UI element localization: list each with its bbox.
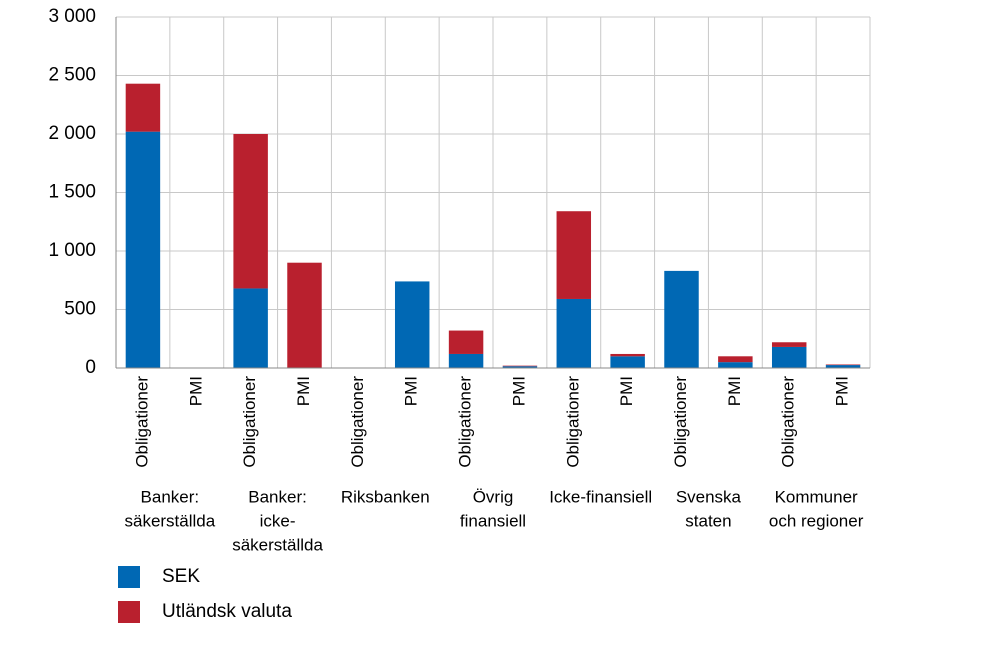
bar-segment bbox=[771, 346, 807, 368]
x-tick-label: PMI bbox=[617, 376, 636, 406]
bar-segment bbox=[233, 288, 268, 368]
bar-segment bbox=[825, 365, 861, 368]
bar-segment bbox=[502, 366, 538, 368]
y-tick-label: 1 000 bbox=[48, 240, 96, 261]
y-tick-label: 1 500 bbox=[48, 182, 96, 203]
group-label: och regioner bbox=[769, 511, 864, 530]
y-tick-label: 2 500 bbox=[48, 65, 96, 86]
group-label: säkerställda bbox=[232, 535, 323, 554]
group-label: Kommuner bbox=[775, 487, 858, 506]
group-label: Banker: bbox=[248, 487, 307, 506]
x-tick-label: Obligationer bbox=[456, 376, 475, 468]
group-label: finansiell bbox=[460, 511, 526, 530]
x-tick-label: PMI bbox=[186, 376, 205, 406]
x-tick-label: Obligationer bbox=[132, 376, 151, 468]
x-tick-label: Obligationer bbox=[779, 376, 798, 468]
bar-segment bbox=[664, 270, 699, 368]
bar-segment bbox=[448, 330, 484, 354]
group-label: icke- bbox=[260, 511, 296, 530]
y-tick-label: 500 bbox=[64, 299, 96, 320]
bar-segment bbox=[233, 134, 268, 289]
legend-swatch bbox=[118, 566, 140, 588]
x-tick-label: Obligationer bbox=[671, 376, 690, 468]
bar-segment bbox=[502, 365, 538, 367]
y-tick-label: 2 000 bbox=[48, 123, 96, 144]
x-tick-label: Obligationer bbox=[348, 376, 367, 468]
bar-segment bbox=[718, 362, 753, 368]
bar-segment bbox=[825, 364, 861, 366]
x-tick-label: Obligationer bbox=[240, 376, 259, 468]
bar-segment bbox=[610, 353, 645, 357]
group-label: Banker: bbox=[141, 487, 200, 506]
bar-segment bbox=[394, 281, 430, 368]
y-tick-label: 3 000 bbox=[48, 6, 96, 27]
bar-segment bbox=[125, 83, 161, 132]
x-tick-label: PMI bbox=[725, 376, 744, 406]
group-label: Icke-finansiell bbox=[549, 487, 652, 506]
y-tick-label: 0 bbox=[85, 357, 96, 378]
bar-segment bbox=[287, 262, 322, 368]
bar-segment bbox=[125, 131, 161, 368]
bar-segment bbox=[610, 356, 645, 368]
x-tick-label: PMI bbox=[294, 376, 313, 406]
x-tick-label: PMI bbox=[833, 376, 852, 406]
group-label: Svenska bbox=[676, 487, 742, 506]
x-tick-label: Obligationer bbox=[563, 376, 582, 468]
legend-label: Utländsk valuta bbox=[162, 601, 292, 622]
group-label: säkerställda bbox=[124, 511, 215, 530]
legend-swatch bbox=[118, 601, 140, 623]
bar-segment bbox=[718, 356, 753, 363]
x-tick-label: PMI bbox=[402, 376, 421, 406]
legend-label: SEK bbox=[162, 566, 200, 587]
bar-segment bbox=[448, 353, 484, 368]
x-tick-label: PMI bbox=[509, 376, 528, 406]
bar-segment bbox=[556, 211, 592, 299]
group-label: Övrig bbox=[473, 487, 514, 506]
bar-segment bbox=[771, 342, 807, 347]
bar-segment bbox=[556, 298, 592, 368]
group-label: Riksbanken bbox=[341, 487, 430, 506]
group-label: staten bbox=[685, 511, 731, 530]
